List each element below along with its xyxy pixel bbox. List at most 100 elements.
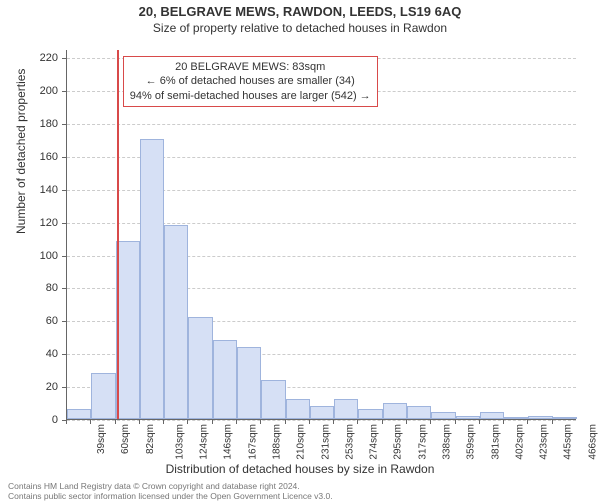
page-title: 20, BELGRAVE MEWS, RAWDON, LEEDS, LS19 6… <box>0 4 600 19</box>
x-tick-label: 103sqm <box>174 424 185 460</box>
x-tick-mark <box>285 420 286 424</box>
histogram-bar <box>553 417 577 419</box>
histogram-bar <box>237 347 261 419</box>
x-tick-label: 338sqm <box>442 424 453 460</box>
x-tick-mark <box>139 420 140 424</box>
info-line: 20 BELGRAVE MEWS: 83sqm <box>130 60 371 74</box>
x-tick-mark <box>455 420 456 424</box>
x-tick-mark <box>236 420 237 424</box>
histogram-bar <box>383 403 407 419</box>
x-tick-label: 402sqm <box>514 424 525 460</box>
histogram-bar <box>431 412 455 419</box>
y-tick-mark <box>62 190 67 191</box>
histogram-bar <box>286 399 310 419</box>
y-tick-label: 100 <box>18 250 58 262</box>
y-tick-label: 120 <box>18 217 58 229</box>
y-tick-mark <box>62 124 67 125</box>
info-box: 20 BELGRAVE MEWS: 83sqm← 6% of detached … <box>123 56 378 107</box>
y-tick-label: 180 <box>18 118 58 130</box>
histogram-bar <box>334 399 358 419</box>
histogram-bar <box>310 406 334 419</box>
histogram-bar <box>116 241 140 419</box>
x-tick-label: 124sqm <box>199 424 210 460</box>
x-tick-mark <box>212 420 213 424</box>
x-tick-label: 359sqm <box>466 424 477 460</box>
x-tick-label: 317sqm <box>417 424 428 460</box>
histogram-bar <box>407 406 431 419</box>
x-tick-mark <box>163 420 164 424</box>
x-tick-mark <box>527 420 528 424</box>
y-tick-mark <box>62 354 67 355</box>
x-tick-mark <box>309 420 310 424</box>
info-line: ← 6% of detached houses are smaller (34) <box>130 74 371 88</box>
x-tick-label: 423sqm <box>539 424 550 460</box>
x-tick-mark <box>260 420 261 424</box>
y-tick-mark <box>62 288 67 289</box>
y-tick-label: 0 <box>18 414 58 426</box>
plot-region: 20 BELGRAVE MEWS: 83sqm← 6% of detached … <box>66 50 576 420</box>
x-tick-mark <box>187 420 188 424</box>
x-tick-label: 146sqm <box>223 424 234 460</box>
histogram-bar <box>456 416 480 419</box>
y-tick-label: 60 <box>18 315 58 327</box>
histogram-bar <box>188 317 212 419</box>
histogram-bar <box>213 340 237 419</box>
y-tick-label: 140 <box>18 184 58 196</box>
x-tick-mark <box>115 420 116 424</box>
x-tick-mark <box>406 420 407 424</box>
y-tick-mark <box>62 157 67 158</box>
info-line: 94% of semi-detached houses are larger (… <box>130 89 371 103</box>
y-tick-label: 160 <box>18 151 58 163</box>
y-tick-mark <box>62 256 67 257</box>
gridline <box>67 420 576 421</box>
x-tick-label: 82sqm <box>145 424 156 454</box>
x-tick-mark <box>333 420 334 424</box>
x-tick-label: 466sqm <box>587 424 598 460</box>
y-tick-label: 80 <box>18 282 58 294</box>
y-tick-mark <box>62 387 67 388</box>
histogram-bar <box>528 416 552 419</box>
x-axis-label: Distribution of detached houses by size … <box>0 462 600 476</box>
histogram-bar <box>140 139 164 419</box>
y-tick-label: 220 <box>18 52 58 64</box>
y-tick-mark <box>62 321 67 322</box>
x-tick-mark <box>430 420 431 424</box>
x-tick-label: 188sqm <box>272 424 283 460</box>
x-tick-label: 445sqm <box>563 424 574 460</box>
x-tick-label: 39sqm <box>96 424 107 454</box>
footer-line2: Contains public sector information licen… <box>8 492 333 502</box>
y-tick-label: 200 <box>18 85 58 97</box>
x-tick-label: 253sqm <box>344 424 355 460</box>
histogram-bar <box>504 417 528 419</box>
histogram-bar <box>67 409 91 419</box>
y-tick-mark <box>62 223 67 224</box>
x-tick-label: 231sqm <box>320 424 331 460</box>
histogram-bar <box>261 380 285 419</box>
y-tick-mark <box>62 58 67 59</box>
y-tick-mark <box>62 91 67 92</box>
x-tick-label: 295sqm <box>393 424 404 460</box>
histogram-bar <box>480 412 504 419</box>
marker-line <box>117 50 119 419</box>
x-tick-label: 60sqm <box>120 424 131 454</box>
chart-area: 20 BELGRAVE MEWS: 83sqm← 6% of detached … <box>66 50 576 420</box>
x-tick-mark <box>90 420 91 424</box>
y-tick-label: 20 <box>18 381 58 393</box>
x-tick-mark <box>503 420 504 424</box>
page-subtitle: Size of property relative to detached ho… <box>0 21 600 35</box>
x-tick-label: 381sqm <box>490 424 501 460</box>
histogram-bar <box>358 409 382 419</box>
footer-attribution: Contains HM Land Registry data © Crown c… <box>8 482 333 502</box>
x-tick-label: 210sqm <box>296 424 307 460</box>
histogram-bar <box>91 373 115 419</box>
y-tick-label: 40 <box>18 348 58 360</box>
x-tick-mark <box>552 420 553 424</box>
x-tick-mark <box>479 420 480 424</box>
x-tick-mark <box>357 420 358 424</box>
x-tick-mark <box>382 420 383 424</box>
x-tick-label: 167sqm <box>247 424 258 460</box>
x-tick-mark <box>66 420 67 424</box>
x-tick-label: 274sqm <box>369 424 380 460</box>
gridline <box>67 124 576 125</box>
histogram-bar <box>164 225 188 419</box>
